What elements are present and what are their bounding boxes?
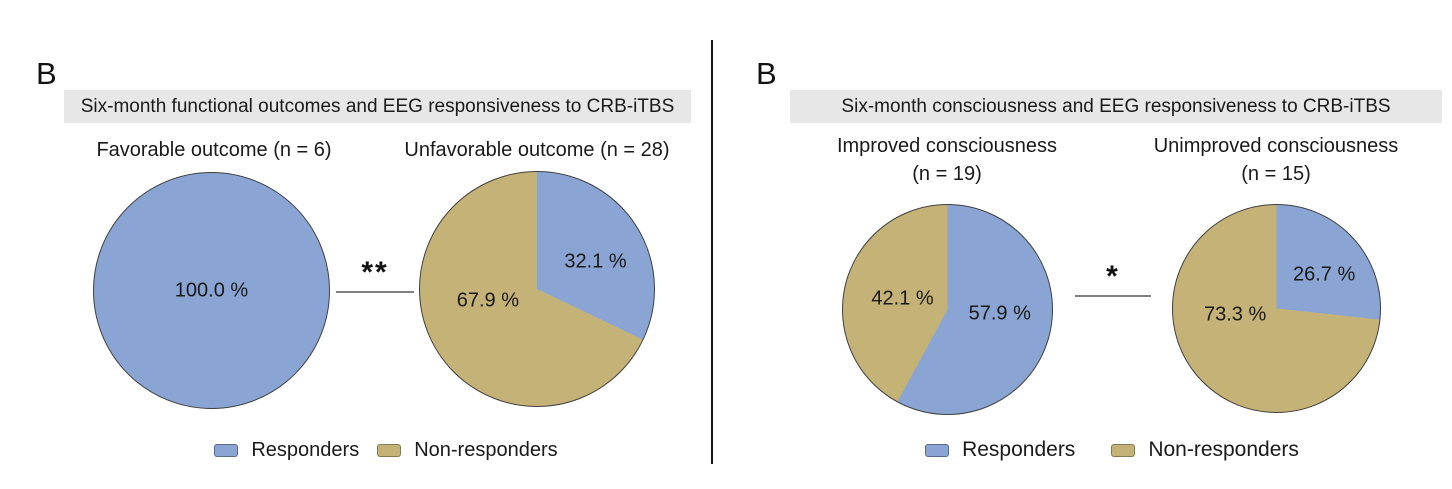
significance-line: [1075, 295, 1151, 297]
pie-slice-label: 26.7 %: [1292, 263, 1356, 286]
significance-line: [336, 291, 414, 293]
legend-swatch-non-responders: [377, 443, 402, 457]
pie-chart-favorable-outcome: 100.0 %: [93, 172, 330, 409]
pie-subtitle-unfavorable: Unfavorable outcome (n = 28): [404, 139, 670, 161]
pie-chart-improved-consciousness: 57.9 % 42.1 %: [842, 204, 1053, 415]
significance-marker: **: [361, 256, 389, 289]
legend-swatch-responders: [214, 443, 239, 457]
significance-marker: *: [1106, 260, 1120, 293]
legend: Responders Non-responders: [30, 436, 742, 464]
pie-subtitle-line1: Unimproved consciousness: [1153, 135, 1399, 157]
legend-item-non-responders: Non-responders: [1111, 438, 1299, 462]
legend-item-responders: Responders: [214, 439, 359, 462]
legend-label: Non-responders: [1148, 438, 1299, 461]
pie-slice-label: 100.0 %: [174, 279, 249, 301]
panel-title: Six-month consciousness and EEG responsi…: [790, 90, 1442, 123]
pie-slice-label: 32.1 %: [564, 250, 627, 273]
pie-slice-label: 42.1 %: [871, 287, 934, 310]
significance-annotation: *: [1075, 260, 1151, 297]
pie-subtitle-line2: (n = 19): [912, 163, 982, 185]
legend-item-responders: Responders: [925, 438, 1075, 462]
legend-swatch-responders: [925, 443, 950, 457]
pie-chart-unimproved-consciousness: 26.7 % 73.3 %: [1172, 204, 1381, 413]
pie-slice-label: 57.9 %: [968, 302, 1031, 325]
consciousness-panel: B Six-month consciousness and EEG respon…: [712, 0, 1452, 489]
panel-divider: [711, 40, 713, 464]
legend: Responders Non-responders: [742, 436, 1452, 464]
significance-annotation: **: [336, 256, 414, 293]
legend-item-non-responders: Non-responders: [377, 438, 558, 462]
panel-title: Six-month functional outcomes and EEG re…: [64, 90, 691, 123]
legend-label: Responders: [962, 438, 1076, 461]
pie-chart-unfavorable-outcome: 32.1 % 67.9 %: [419, 171, 655, 407]
pie-subtitle-line2: (n = 15): [1241, 163, 1311, 185]
pie-slice-label: 67.9 %: [456, 289, 519, 312]
pie-slice-label: 73.3 %: [1203, 303, 1267, 326]
functional-outcomes-panel: B Six-month functional outcomes and EEG …: [0, 0, 712, 489]
pie-subtitle-favorable: Favorable outcome (n = 6): [96, 139, 332, 161]
pie-subtitle-line1: Improved consciousness: [836, 135, 1058, 157]
pie-subtitle-unimproved: Unimproved consciousness (n = 15): [1126, 132, 1426, 188]
panel-label: B: [756, 56, 777, 91]
legend-label: Responders: [251, 438, 360, 461]
pie-subtitle-improved: Improved consciousness (n = 19): [797, 132, 1097, 188]
panel-label: B: [36, 56, 57, 91]
legend-swatch-non-responders: [1111, 443, 1136, 457]
legend-label: Non-responders: [414, 438, 558, 461]
